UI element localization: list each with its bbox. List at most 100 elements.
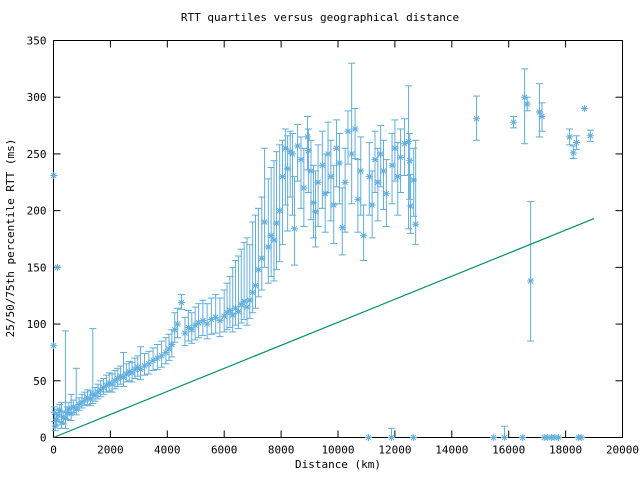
data-point [473, 95, 481, 141]
data-point [527, 201, 535, 342]
data-point [145, 350, 153, 375]
marker-asterisk [289, 151, 296, 157]
marker-asterisk [178, 299, 185, 306]
marker-asterisk [227, 307, 233, 314]
marker-asterisk [182, 330, 188, 336]
marker-asterisk [70, 404, 77, 410]
data-point [203, 303, 211, 340]
marker-asterisk [244, 304, 250, 310]
marker-asterisk [50, 172, 57, 179]
data-point [333, 119, 341, 188]
marker-asterisk [355, 196, 361, 203]
marker-asterisk [581, 105, 588, 112]
marker-asterisk [261, 219, 268, 225]
data-point [406, 133, 414, 200]
data-point [174, 307, 182, 339]
x-tick-label: 2000 [97, 444, 124, 457]
data-point [538, 102, 546, 132]
marker-asterisk [501, 434, 508, 441]
data-point [111, 370, 119, 390]
marker-asterisk [315, 179, 321, 186]
data-point [364, 434, 372, 441]
marker-asterisk [304, 134, 311, 140]
x-tick-label: 20000 [606, 444, 639, 457]
data-point [149, 347, 157, 372]
x-tick-label: 4000 [154, 444, 181, 457]
data-point [153, 343, 161, 370]
x-tick-label: 12000 [378, 444, 411, 457]
data-point [300, 147, 308, 228]
data-point [519, 434, 527, 441]
data-point [401, 118, 409, 176]
y-tick-label: 200 [27, 205, 47, 218]
marker-asterisk [330, 202, 337, 208]
marker-asterisk [89, 391, 96, 398]
marker-asterisk [377, 151, 384, 157]
marker-asterisk [348, 151, 355, 157]
marker-asterisk [555, 434, 562, 441]
data-point [344, 110, 352, 165]
y-tick-label: 100 [27, 318, 47, 331]
marker-asterisk [145, 360, 152, 367]
y-axis-label: 25/50/75th percentile RTT (ms) [4, 139, 17, 338]
data-point [535, 83, 543, 138]
marker-asterisk [536, 109, 543, 115]
marker-asterisk [328, 173, 334, 180]
marker-asterisk [319, 162, 326, 169]
data-point [327, 139, 335, 222]
data-point [374, 147, 382, 222]
marker-asterisk [405, 138, 412, 145]
marker-asterisk [291, 225, 298, 232]
data-point [188, 312, 196, 344]
y-tick-label: 150 [27, 261, 47, 274]
marker-asterisk [412, 221, 419, 228]
data-point [314, 144, 322, 228]
data-point [165, 333, 173, 361]
data-point [251, 214, 259, 309]
marker-asterisk [573, 139, 580, 146]
data-point [490, 434, 498, 441]
marker-asterisk [87, 396, 94, 402]
marker-asterisk [473, 115, 480, 122]
marker-asterisk [587, 132, 594, 139]
data-point [391, 119, 399, 182]
marker-asterisk [357, 168, 364, 174]
x-tick-label: 16000 [492, 444, 525, 457]
data-point [580, 105, 588, 113]
y-tick-label: 0 [40, 432, 47, 445]
data-point [387, 427, 395, 441]
marker-asterisk [255, 266, 262, 273]
marker-asterisk [366, 173, 373, 180]
data-point [51, 421, 59, 432]
marker-asterisk [294, 143, 301, 149]
data-point [294, 123, 302, 182]
y-tick-label: 250 [27, 148, 47, 161]
marker-asterisk [158, 352, 165, 359]
marker-asterisk [284, 165, 291, 172]
marker-asterisk [84, 394, 91, 401]
data-point [324, 121, 332, 193]
data-point [321, 153, 329, 233]
plot-border [53, 40, 623, 438]
marker-asterisk [60, 414, 67, 420]
x-axis-label: Distance (km) [295, 458, 381, 471]
data-point [341, 147, 349, 233]
marker-asterisk [166, 346, 172, 352]
data-point [258, 196, 266, 291]
data-point [348, 62, 356, 205]
data-point [226, 275, 234, 328]
marker-asterisk [73, 406, 80, 412]
data-point [569, 145, 577, 159]
data-point [544, 434, 552, 441]
marker-asterisk [401, 140, 408, 147]
data-point [377, 125, 385, 188]
data-point [351, 108, 359, 159]
data-point [254, 207, 262, 298]
marker-asterisk [229, 312, 236, 318]
marker-asterisk [566, 134, 573, 140]
data-point [523, 96, 531, 112]
marker-asterisk [246, 297, 253, 304]
marker-asterisk [301, 185, 307, 191]
marker-asterisk [410, 434, 417, 441]
